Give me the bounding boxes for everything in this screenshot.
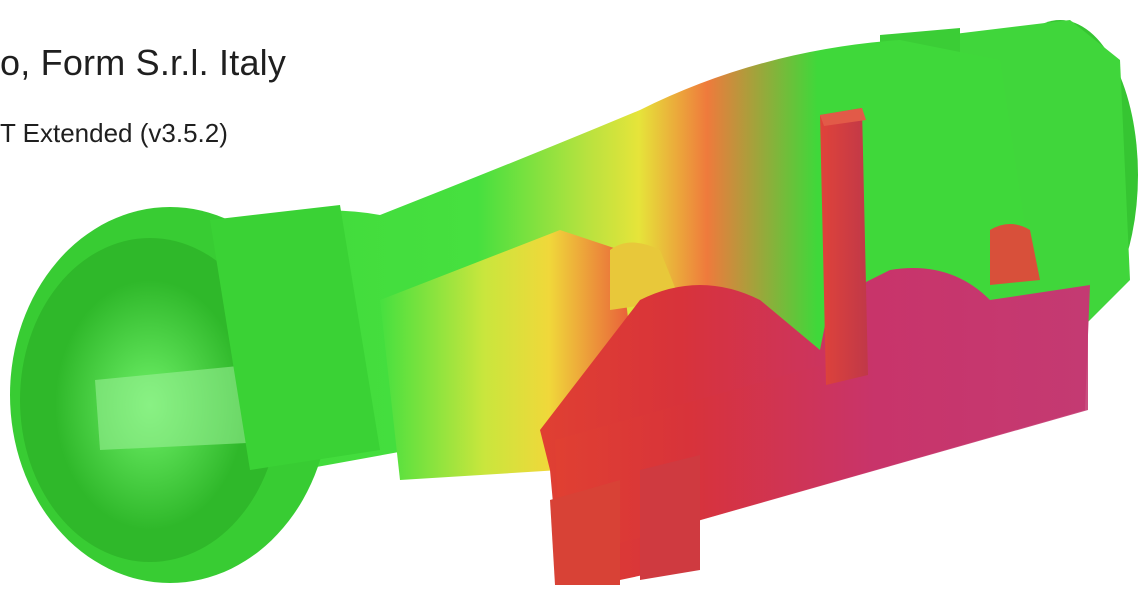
caption-subtitle: T Extended (v3.5.2) (0, 118, 228, 148)
caption-title: o, Form S.r.l. Italy (0, 42, 287, 83)
